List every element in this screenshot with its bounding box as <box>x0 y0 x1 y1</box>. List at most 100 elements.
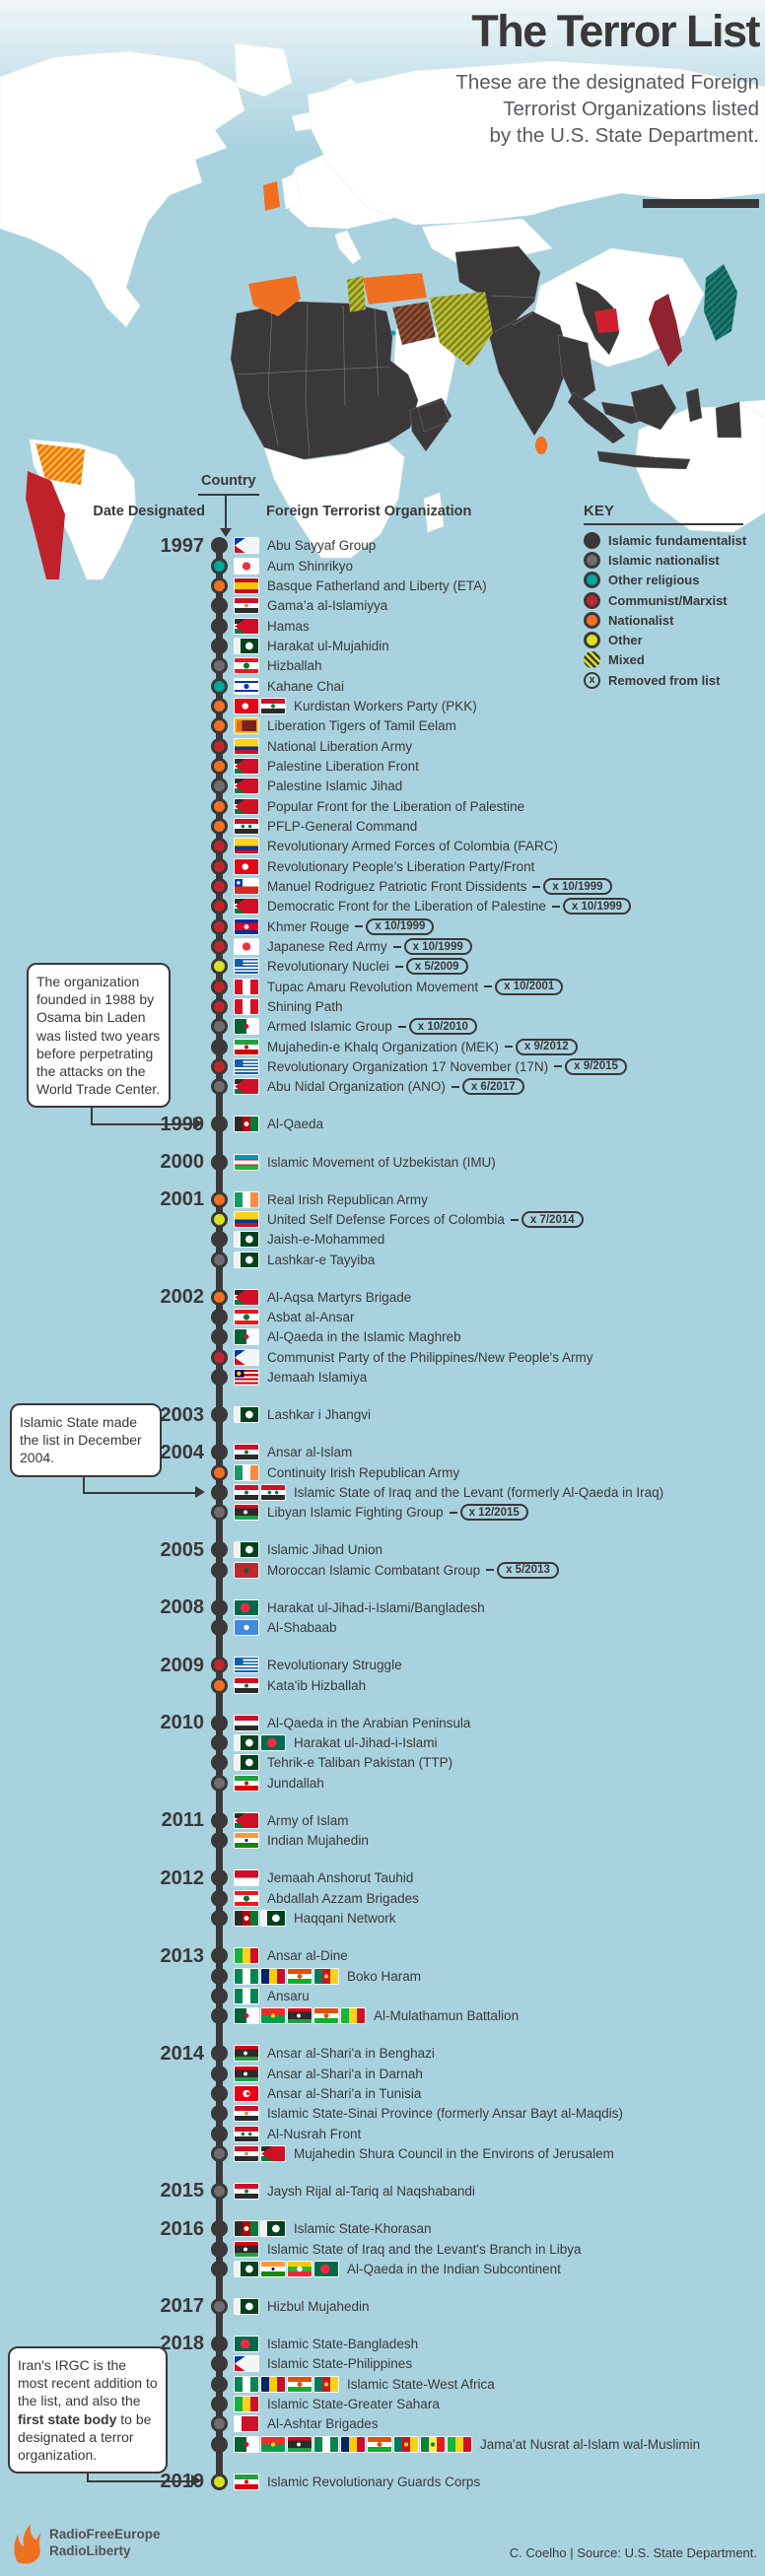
category-dot <box>211 917 228 935</box>
category-dot <box>211 1619 228 1637</box>
flag-morocco <box>235 1562 258 1578</box>
arrow-down-icon <box>220 528 232 537</box>
category-dot <box>211 1754 228 1772</box>
year-group-2010: 2010 Al-Qaeda in the Arabian Peninsula Har… <box>0 1713 765 1793</box>
flag-pakistan <box>261 2221 285 2237</box>
org-label: Al-Qaeda <box>267 1117 324 1132</box>
org-label: Hizbul Mujahedin <box>267 2298 370 2314</box>
arrow-right-icon <box>193 1118 203 1129</box>
callout-irgc: Iran's IRGC is the most recent addition … <box>8 2346 168 2474</box>
key-label: Removed from list <box>608 672 721 688</box>
org-label: Liberation Tigers of Tamil Eelam <box>267 718 456 734</box>
org-label: Islamic Revolutionary Guards Corps <box>267 2474 481 2489</box>
row-content: Hizbul Mujahedin <box>0 2298 370 2314</box>
org-label: Democratic Front for the Liberation of P… <box>267 899 546 915</box>
flag-cameroon <box>314 2376 338 2392</box>
year-label: 2014 <box>160 2042 205 2065</box>
logo-line2: RadioLiberty <box>49 2543 131 2558</box>
flag-libya <box>288 2436 312 2452</box>
category-dot <box>211 1153 228 1171</box>
map-africa-south <box>263 441 405 559</box>
row-content: Manuel Rodriguez Patriotic Front Disside… <box>0 878 612 896</box>
category-swatch-islamic-nationalist <box>584 551 600 569</box>
org-row: 2017 Hizbul Mujahedin <box>0 2296 765 2317</box>
org-row: Indian Mujahedin <box>0 1831 765 1851</box>
category-swatch-other <box>584 632 600 649</box>
row-content: Moroccan Islamic Combatant Group x 5/2013 <box>0 1561 559 1579</box>
org-row: Communist Party of the Philippines/New P… <box>0 1347 765 1367</box>
org-row: Ansaru <box>0 1986 765 2005</box>
flag-myanmar <box>288 2261 312 2276</box>
flag-uzbekistan <box>235 1154 258 1170</box>
year-group-2016: 2016 Islamic State-Khorasan Islamic State … <box>0 2218 765 2279</box>
map-syria-iraq <box>392 302 436 345</box>
year-label: 2011 <box>161 1809 204 1832</box>
category-dot <box>211 2415 228 2433</box>
org-row: 2012 Jemaah Anshorut Tauhid <box>0 1867 765 1888</box>
flag-cambodia <box>235 918 258 934</box>
org-row: PFLP-General Command <box>0 816 765 836</box>
row-content: Abu Sayyaf Group <box>0 538 376 554</box>
row-content: Al-Qaeda <box>0 1117 324 1132</box>
legend-title: KEY <box>584 503 614 519</box>
category-dot <box>211 878 228 896</box>
org-label: Asbat al-Ansar <box>267 1310 355 1325</box>
category-dot <box>211 2045 228 2063</box>
category-dot <box>211 2336 228 2353</box>
row-content: Jemaah Anshorut Tauhid <box>0 1870 413 1886</box>
flag-palestine <box>235 1289 258 1305</box>
org-row: Khmer Rouge x 10/1999 <box>0 916 765 936</box>
flag-somalia <box>235 1620 258 1636</box>
row-content: Ansar al-Dine <box>0 1948 348 1964</box>
flag-cameroon <box>394 2436 418 2452</box>
org-label: Armed Islamic Group <box>267 1019 392 1035</box>
removed-connector <box>449 1511 457 1514</box>
flag-syria <box>261 1485 285 1501</box>
org-row: Islamic State-West Africa <box>0 2374 765 2394</box>
flag-malaysia <box>235 1370 258 1386</box>
flag-algeria <box>235 1329 258 1345</box>
flag-libya <box>235 2066 258 2081</box>
category-dot <box>211 938 228 956</box>
org-row: Boko Haram <box>0 1966 765 1986</box>
flag-niger <box>288 2376 312 2392</box>
row-content: PFLP-General Command <box>0 819 417 835</box>
flag-nigeria <box>235 1968 258 1984</box>
flag-nigeria <box>314 2436 338 2452</box>
row-content: Islamic State of Iraq and the Levant's B… <box>0 2241 582 2257</box>
category-dot <box>211 1484 228 1502</box>
map-india <box>488 310 571 437</box>
removed-connector <box>397 1025 406 1028</box>
year-label: 1997 <box>160 534 205 557</box>
category-swatch-communist-marxist <box>584 591 600 609</box>
flag-egypt <box>235 2145 258 2161</box>
legend: KEY Islamic fundamentalist Islamic nation… <box>584 503 765 690</box>
category-dot <box>211 677 228 695</box>
org-label: Lashkar i Jhangvi <box>267 1407 372 1423</box>
flag-philippines <box>235 538 258 554</box>
flag-pakistan <box>235 2298 258 2314</box>
org-label: Islamic Jihad Union <box>267 1542 383 1558</box>
org-label: Abdallah Azzam Brigades <box>267 1890 419 1906</box>
org-row: Al-Qaeda in the Indian Subcontinent <box>0 2259 765 2278</box>
org-label: Ansar al-Shari'a in Tunisia <box>267 2085 422 2101</box>
flag-mali <box>448 2436 471 2452</box>
subtitle: These are the designated Foreign Terrori… <box>455 69 759 149</box>
category-dot <box>211 1676 228 1694</box>
org-label: Islamic State-Greater Sahara <box>267 2397 440 2412</box>
org-label: Ansar al-Islam <box>267 1445 353 1460</box>
flag-lebanon <box>235 1890 258 1906</box>
row-content: Revolutionary Nuclei x 5/2009 <box>0 958 468 976</box>
org-label: National Liberation Army <box>267 738 413 754</box>
flag-iran <box>235 1775 258 1791</box>
map-uk <box>281 172 302 210</box>
org-row: Continuity Irish Republican Army <box>0 1462 765 1482</box>
flag-burkina-faso <box>261 2008 285 2024</box>
org-label: Popular Front for the Liberation of Pale… <box>267 798 525 814</box>
flag-chad <box>341 2436 365 2452</box>
org-label: Harakat ul-Jihad-i-Islami <box>294 1735 438 1751</box>
category-dot <box>211 2355 228 2373</box>
org-row: 2002 Al-Aqsa Martyrs Brigade <box>0 1286 765 1309</box>
year-label: 2002 <box>160 1286 205 1309</box>
callout-al-qaeda: The organization founded in 1988 by Osam… <box>27 963 171 1109</box>
